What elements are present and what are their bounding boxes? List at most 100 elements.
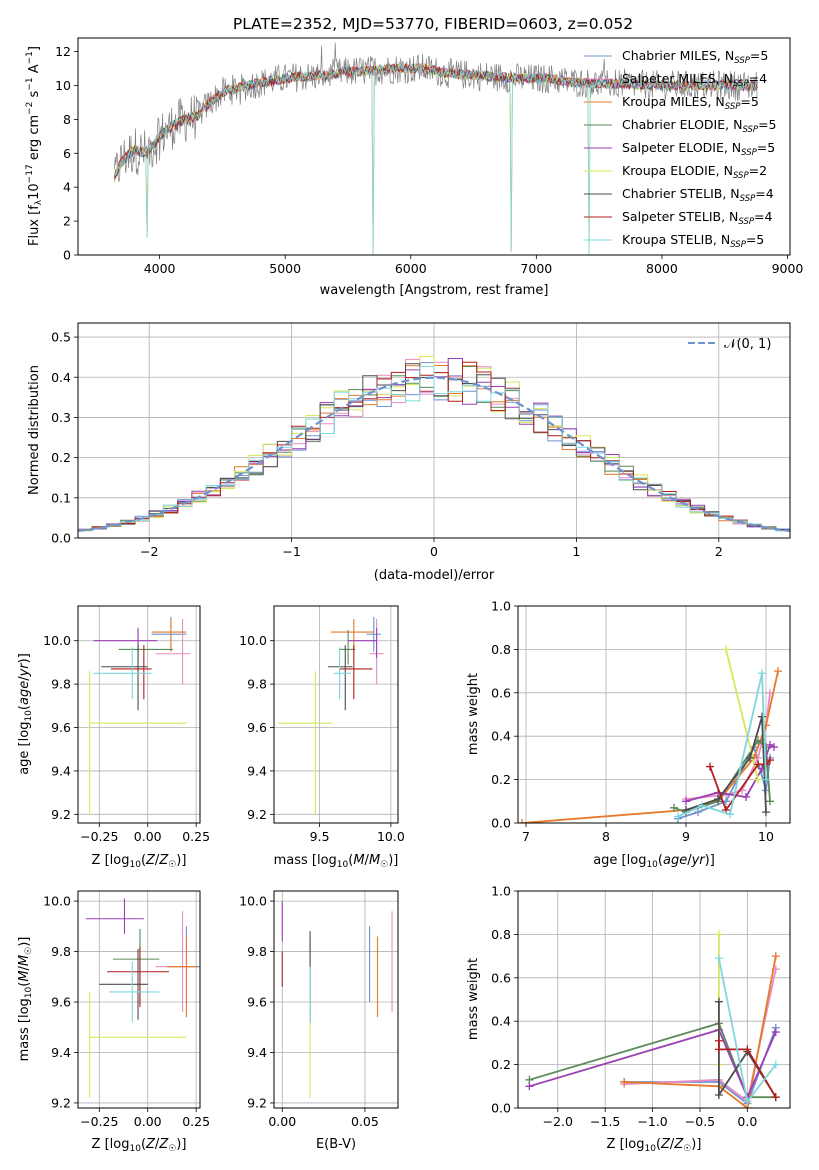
mass_vs_Z-ytick-label-1: 9.4 bbox=[51, 1045, 71, 1060]
spectrum-ytick-label-3: 6 bbox=[63, 146, 71, 161]
residuals-ytick-label-3: 0.3 bbox=[51, 410, 71, 425]
mass_weight_vs_Z-ytick-label-2: 0.4 bbox=[491, 1014, 511, 1029]
mass_weight_vs_age-series-6-marker-3 bbox=[758, 712, 766, 721]
age_vs_Z-xtick-label-1: 0.00 bbox=[134, 829, 162, 844]
mass_vs_ebv-ytick-label-2: 9.6 bbox=[247, 995, 267, 1010]
mass-weight-vs-age-panel: 7 8 9 10 0.0 0.2 0.4 0.6 0.8 1.0 age [log10(age/y… bbox=[466, 599, 791, 870]
mass_weight_vs_Z-series-8-marker-1 bbox=[743, 1097, 752, 1106]
mass_weight_vs_age-series-6-marker-4 bbox=[762, 808, 770, 817]
mass_weight_vs_Z-ytick-label-5: 1.0 bbox=[491, 884, 511, 899]
spectrum-legend-label-8: Kroupa STELIB, NSSP=5 bbox=[622, 232, 764, 250]
spectrum-ylabel: Flux [fλ10−17 erg cm−2 s−1 A−1] bbox=[25, 46, 44, 246]
spectrum-legend-label-1: Salpeter MILES, NSSP=4 bbox=[622, 71, 767, 89]
mass_vs_ebv-ytick-label-4: 10.0 bbox=[239, 894, 267, 909]
spectrum-ytick-label-4: 8 bbox=[63, 112, 71, 127]
spectrum-xtick-label-2: 6000 bbox=[395, 261, 427, 276]
mass_weight_vs_age-series-8-marker-0 bbox=[674, 812, 682, 821]
mass_weight_vs_age-ytick-label-5: 1.0 bbox=[491, 599, 511, 614]
mass_weight_vs_age-xtick-label-2: 9 bbox=[682, 829, 690, 844]
age_vs_Z-xtick-label-2: 0.25 bbox=[182, 829, 210, 844]
mass_weight_vs_age-ytick-label-1: 0.2 bbox=[491, 772, 511, 787]
residuals-xlabel: (data-model)/error bbox=[374, 568, 495, 583]
mass_weight_vs_age-ytick-label-3: 0.6 bbox=[491, 685, 511, 700]
age_vs_Z-ytick-label-4: 10.0 bbox=[43, 633, 71, 648]
mass_weight_vs_Z-series-6-marker-1 bbox=[714, 1090, 723, 1099]
mass_weight_vs_age-series-7-marker-4 bbox=[766, 756, 774, 765]
mass_weight_vs_age-series-5-marker-0 bbox=[722, 645, 730, 654]
mass_weight_vs_age-ytick-label-0: 0.0 bbox=[491, 816, 511, 831]
mass-vs-z-ylabel: mass [log10(M/M☉)] bbox=[17, 937, 34, 1062]
mass_weight_vs_age-xtick-label-3: 10 bbox=[758, 829, 774, 844]
mass-vs-z-panel: −0.25 0.00 0.25 9.2 9.4 9.6 9.8 10.0 Z [log10(Z… bbox=[17, 890, 210, 1154]
mass_vs_Z-ytick-label-4: 10.0 bbox=[43, 894, 71, 909]
age_vs_Z-ytick-label-1: 9.4 bbox=[51, 763, 71, 778]
age_vs_mass-ytick-label-2: 9.6 bbox=[247, 720, 267, 735]
mass_weight_vs_Z-xtick-label-4: 0.0 bbox=[737, 1114, 757, 1129]
spectrum-xtick-label-3: 7000 bbox=[520, 261, 552, 276]
mass_vs_Z-ytick-label-2: 9.6 bbox=[51, 995, 71, 1010]
age-vs-z-frame bbox=[77, 605, 201, 824]
mass_weight_vs_age-series-7-marker-0 bbox=[706, 762, 714, 771]
mass-vs-ebv-frame bbox=[273, 890, 399, 1109]
mass_weight_vs_age-series-5-marker-1 bbox=[754, 775, 762, 784]
mass_vs_ebv-marks bbox=[274, 891, 398, 1108]
mass-weight-vs-z-xlabel: Z [log10(Z/Z☉)] bbox=[607, 1137, 702, 1154]
mass_weight_vs_age-series-8-marker-1 bbox=[698, 801, 706, 810]
spectrum-legend-label-5: Kroupa ELODIE, NSSP=2 bbox=[622, 163, 767, 181]
mass-weight-vs-age-ticks: 7 8 9 10 0.0 0.2 0.4 0.6 0.8 1.0 bbox=[491, 599, 774, 845]
normal-legend-label: 𝒩(0, 1) bbox=[724, 337, 771, 352]
spectrum-legend-label-7: Salpeter STELIB, NSSP=4 bbox=[622, 209, 772, 227]
mass-weight-vs-z-ticks: −2.0 −1.5 −1.0 −0.5 0.0 0.0 0.2 0.4 0.6 0.8 1.0 bbox=[491, 884, 757, 1130]
residuals-xtick-label-3: 1 bbox=[572, 544, 580, 559]
age_vs_Z-ytick-label-0: 9.2 bbox=[51, 807, 71, 822]
residuals-ytick-label-4: 0.4 bbox=[51, 370, 71, 385]
mass_weight_vs_Z-series-7-marker-0 bbox=[714, 1036, 723, 1045]
mass_weight_vs_age-xtick-label-1: 8 bbox=[602, 829, 610, 844]
mass-weight-vs-z-ylabel: mass weight bbox=[466, 958, 481, 1040]
mass_weight_vs_age-series-2-marker-5 bbox=[774, 667, 782, 676]
spectrum-xtick-label-4: 8000 bbox=[646, 261, 678, 276]
spectrum-plot-area bbox=[114, 42, 758, 255]
mass_weight_vs_Z-series-7-marker-1 bbox=[714, 1045, 723, 1054]
spectrum-legend-label-0: Chabrier MILES, NSSP=5 bbox=[622, 48, 768, 66]
mass_weight_vs_age-series-8-marker-3 bbox=[758, 669, 766, 678]
mass_weight_vs_Z-xtick-label-0: −2.0 bbox=[543, 1114, 573, 1129]
age-vs-mass-frame bbox=[273, 605, 399, 824]
age-vs-z-plot-area bbox=[78, 606, 200, 823]
mass_weight_vs_Z-series-7-marker-2 bbox=[743, 1045, 752, 1054]
age-vs-mass-ticks: 9.5 10.0 9.2 9.4 9.6 9.8 10.0 bbox=[239, 633, 405, 844]
mass_weight_vs_age-series-8-marker-4 bbox=[762, 775, 770, 784]
mass-vs-z-xlabel: Z [log10(Z/Z☉)] bbox=[92, 1137, 187, 1154]
mass_weight_vs_Z-ytick-label-1: 0.2 bbox=[491, 1057, 511, 1072]
mass_vs_ebv-ytick-label-3: 9.8 bbox=[247, 944, 267, 959]
residuals-xtick-label-0: −2 bbox=[140, 544, 158, 559]
mass_weight_vs_age-series-4-marker-5 bbox=[770, 743, 778, 752]
residual-histogram-8 bbox=[78, 365, 790, 532]
mass-vs-z-plot-area bbox=[78, 891, 200, 1108]
mass_weight_vs_Z-xtick-label-3: −0.5 bbox=[685, 1114, 715, 1129]
mass_vs_ebv-xtick-label-1: 0.05 bbox=[351, 1114, 379, 1129]
mass_vs_ebv-ytick-label-0: 9.2 bbox=[247, 1095, 267, 1110]
mass-vs-ebv-panel: 0.00 0.05 9.2 9.4 9.6 9.8 10.0 E(B-V) bbox=[239, 890, 399, 1152]
mass-weight-vs-z-plot-area bbox=[518, 891, 790, 1108]
spectrum-xlabel: wavelength [Angstrom, rest frame] bbox=[320, 283, 549, 298]
spectrum-ytick-label-6: 12 bbox=[55, 44, 71, 59]
mass_weight_vs_Z-series-6-marker-0 bbox=[714, 997, 723, 1006]
age_vs_mass-ytick-label-3: 9.8 bbox=[247, 677, 267, 692]
age_vs_mass-ytick-label-4: 10.0 bbox=[239, 633, 267, 648]
spectrum-legend-label-6: Chabrier STELIB, NSSP=4 bbox=[622, 186, 774, 204]
mass_weight_vs_Z-series-line-3 bbox=[529, 1022, 776, 1099]
spectrum-xtick-label-0: 4000 bbox=[144, 261, 176, 276]
spectrum-model-line-8 bbox=[114, 62, 758, 255]
spectrum-legend-label-3: Chabrier ELODIE, NSSP=5 bbox=[622, 117, 777, 135]
mass_weight_vs_age-series-8-marker-2 bbox=[726, 810, 734, 819]
mass_weight_vs_age-series-line-2 bbox=[521, 670, 779, 823]
mass_vs_Z-ytick-label-3: 9.8 bbox=[51, 944, 71, 959]
residuals-ylabel: Normed distribution bbox=[27, 365, 42, 495]
spectrum-model-line-7 bbox=[114, 63, 758, 179]
residuals-marks bbox=[78, 323, 790, 538]
mass_weight_vs_Z-ytick-label-3: 0.6 bbox=[491, 970, 511, 985]
mass_weight_vs_Z-marks bbox=[518, 891, 790, 1108]
mass_weight_vs_Z-xtick-label-2: −1.0 bbox=[637, 1114, 667, 1129]
